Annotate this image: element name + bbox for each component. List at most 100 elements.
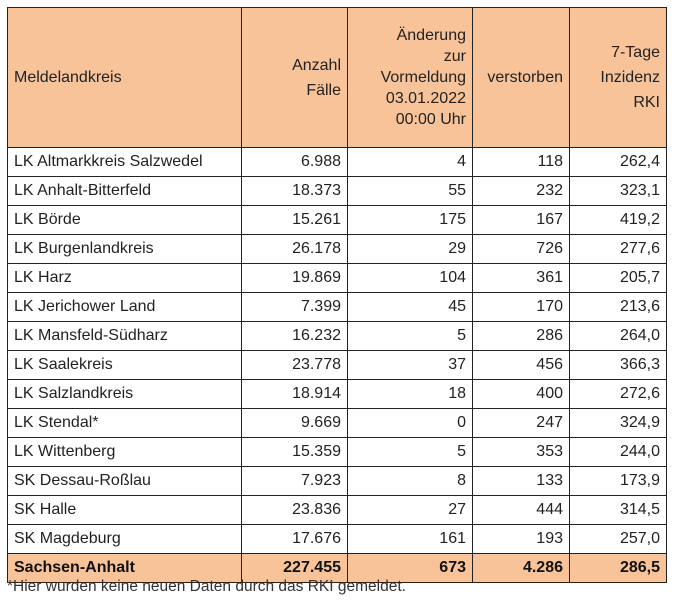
table-row: LK Salzlandkreis 18.914 18 400 272,6	[7, 379, 667, 409]
cell-deceased: 118	[472, 147, 570, 177]
cell-deceased: 133	[472, 466, 570, 496]
cell-cases: 18.914	[241, 379, 348, 409]
header-change: Änderung zur Vormeldung 03.01.2022 00:00…	[347, 7, 473, 148]
cell-deceased: 456	[472, 350, 570, 380]
cell-incidence: 213,6	[569, 292, 667, 322]
cell-change: 29	[347, 234, 473, 264]
table-row: LK Saalekreis 23.778 37 456 366,3	[7, 350, 667, 380]
header-deceased-line: verstorben	[487, 69, 563, 86]
header-incidence: 7-Tage Inzidenz RKI	[569, 7, 667, 148]
cell-deceased: 232	[472, 176, 570, 206]
cell-cases: 9.669	[241, 408, 348, 438]
cell-change: 27	[347, 495, 473, 525]
footnote: *Hier wurden keine neuen Daten durch das…	[7, 578, 406, 595]
cell-cases: 23.836	[241, 495, 348, 525]
header-incidence-line: Inzidenz	[600, 69, 660, 86]
cell-cases: 7.923	[241, 466, 348, 496]
table-row: LK Wittenberg 15.359 5 353 244,0	[7, 437, 667, 467]
cell-district: LK Anhalt-Bitterfeld	[7, 176, 242, 206]
cell-cases: 16.232	[241, 321, 348, 351]
cell-change: 4	[347, 147, 473, 177]
cell-district: LK Saalekreis	[7, 350, 242, 380]
header-cases-line: Fälle	[306, 81, 341, 99]
cell-district: LK Burgenlandkreis	[7, 234, 242, 264]
header-cases: Anzahl Fälle	[241, 7, 348, 148]
cell-cases: 7.399	[241, 292, 348, 322]
header-change-line: 03.01.2022	[385, 90, 466, 107]
cell-district: LK Wittenberg	[7, 437, 242, 467]
table-row: SK Dessau-Roßlau 7.923 8 133 173,9	[7, 466, 667, 496]
table-row: SK Magdeburg 17.676 161 193 257,0	[7, 524, 667, 554]
table-header-row: Meldelandkreis Anzahl Fälle Änderung zur…	[7, 7, 667, 148]
cell-district: SK Halle	[7, 495, 242, 525]
cell-incidence: 173,9	[569, 466, 667, 496]
cell-change: 5	[347, 321, 473, 351]
cell-change: 55	[347, 176, 473, 206]
cell-deceased: 170	[472, 292, 570, 322]
cell-cases: 15.359	[241, 437, 348, 467]
table-row: LK Jerichower Land 7.399 45 170 213,6	[7, 292, 667, 322]
header-district-line: Meldelandkreis	[14, 69, 122, 86]
cell-incidence: 324,9	[569, 408, 667, 438]
cell-district: LK Harz	[7, 263, 242, 293]
cell-cases: 18.373	[241, 176, 348, 206]
total-change: 673	[347, 553, 473, 583]
cell-deceased: 167	[472, 205, 570, 235]
header-change-line: Vormeldung	[380, 69, 466, 86]
cell-incidence: 264,0	[569, 321, 667, 351]
cell-incidence: 244,0	[569, 437, 667, 467]
cell-incidence: 272,6	[569, 379, 667, 409]
cell-district: SK Dessau-Roßlau	[7, 466, 242, 496]
cell-cases: 19.869	[241, 263, 348, 293]
cell-deceased: 726	[472, 234, 570, 264]
table-row: LK Harz 19.869 104 361 205,7	[7, 263, 667, 293]
cell-change: 37	[347, 350, 473, 380]
cell-cases: 15.261	[241, 205, 348, 235]
cell-change: 18	[347, 379, 473, 409]
cell-deceased: 400	[472, 379, 570, 409]
cell-incidence: 314,5	[569, 495, 667, 525]
table-row: SK Halle 23.836 27 444 314,5	[7, 495, 667, 525]
cell-district: LK Jerichower Land	[7, 292, 242, 322]
cell-deceased: 444	[472, 495, 570, 525]
cell-deceased: 286	[472, 321, 570, 351]
covid-cases-table: Meldelandkreis Anzahl Fälle Änderung zur…	[7, 7, 667, 583]
cell-incidence: 257,0	[569, 524, 667, 554]
cell-cases: 23.778	[241, 350, 348, 380]
cell-deceased: 247	[472, 408, 570, 438]
table-total-row: Sachsen-Anhalt 227.455 673 4.286 286,5	[7, 553, 667, 583]
table-row: LK Börde 15.261 175 167 419,2	[7, 205, 667, 235]
table-row: LK Altmarkkreis Salzwedel 6.988 4 118 26…	[7, 147, 667, 177]
cell-change: 45	[347, 292, 473, 322]
cell-change: 8	[347, 466, 473, 496]
cell-incidence: 205,7	[569, 263, 667, 293]
cell-district: LK Salzlandkreis	[7, 379, 242, 409]
table-row: LK Stendal* 9.669 0 247 324,9	[7, 408, 667, 438]
cell-incidence: 366,3	[569, 350, 667, 380]
cell-cases: 17.676	[241, 524, 348, 554]
cell-incidence: 323,1	[569, 176, 667, 206]
cell-incidence: 262,4	[569, 147, 667, 177]
cell-cases: 26.178	[241, 234, 348, 264]
cell-change: 5	[347, 437, 473, 467]
header-change-line: 00:00 Uhr	[395, 111, 466, 128]
cell-incidence: 277,6	[569, 234, 667, 264]
cell-district: LK Altmarkkreis Salzwedel	[7, 147, 242, 177]
header-change-line: zur	[443, 48, 466, 65]
cell-incidence: 419,2	[569, 205, 667, 235]
cell-district: LK Börde	[7, 205, 242, 235]
header-cases-line: Anzahl	[292, 56, 341, 74]
cell-change: 175	[347, 205, 473, 235]
total-incidence: 286,5	[569, 553, 667, 583]
total-deceased: 4.286	[472, 553, 570, 583]
cell-change: 104	[347, 263, 473, 293]
table-row: LK Anhalt-Bitterfeld 18.373 55 232 323,1	[7, 176, 667, 206]
cell-change: 0	[347, 408, 473, 438]
table-row: LK Mansfeld-Südharz 16.232 5 286 264,0	[7, 321, 667, 351]
header-incidence-line: 7-Tage	[611, 44, 660, 61]
cell-district: LK Stendal*	[7, 408, 242, 438]
cell-cases: 6.988	[241, 147, 348, 177]
total-district: Sachsen-Anhalt	[7, 553, 242, 583]
table-row: LK Burgenlandkreis 26.178 29 726 277,6	[7, 234, 667, 264]
